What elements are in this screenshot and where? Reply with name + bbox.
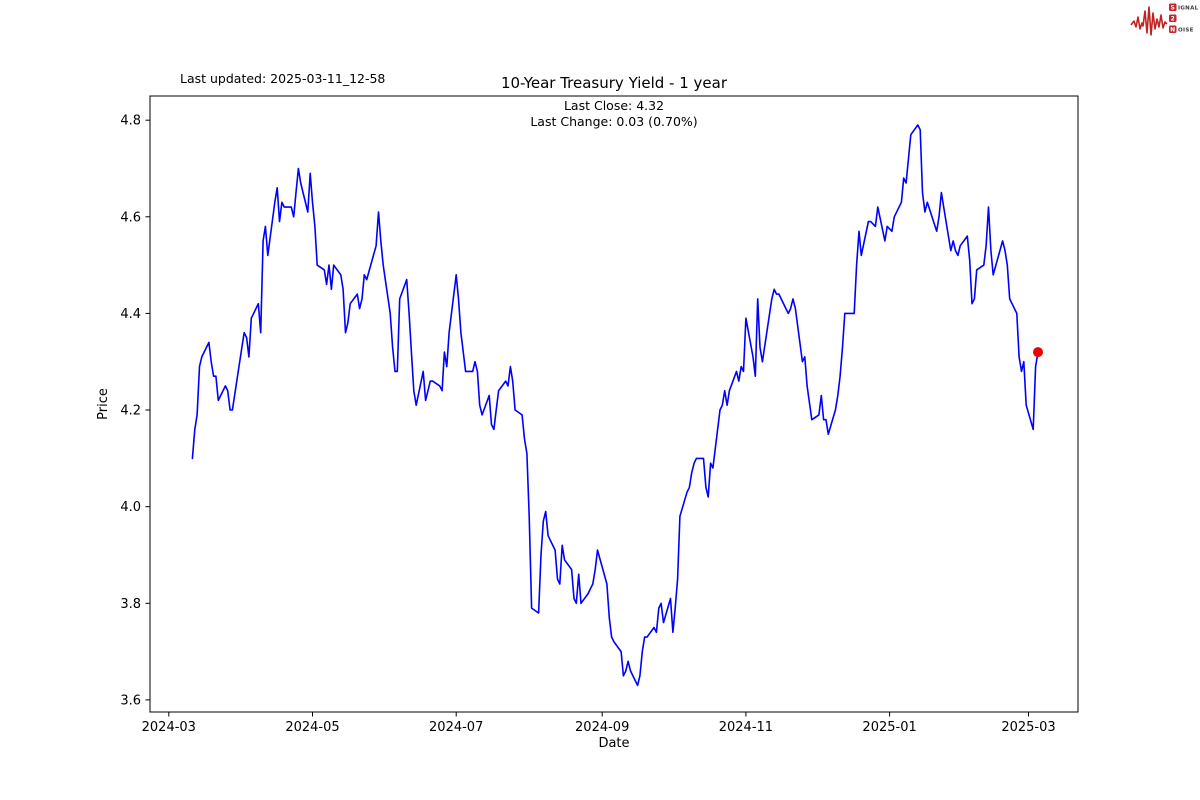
y-tick-label: 4.4 [120, 307, 141, 322]
logo-box-s [1169, 3, 1177, 11]
last-close-marker [1033, 347, 1043, 358]
waveform-icon [1130, 6, 1168, 36]
y-tick-label: 4.0 [120, 500, 141, 515]
x-axis-ticks: 2024-03 2024-05 2024-07 2024-09 2024-11 2025-… [142, 712, 1056, 735]
x-axis-title: Date [598, 736, 629, 751]
logo-letter-2: 2 [1171, 16, 1175, 23]
y-axis-title: Price [96, 388, 111, 420]
logo-box-n [1169, 25, 1177, 33]
chart-subtitle-last-close: Last Close: 4.32 [564, 98, 664, 113]
x-tick-label: 2025-01 [862, 720, 916, 735]
x-tick-label: 2024-05 [285, 720, 339, 735]
x-tick-label: 2024-07 [429, 720, 483, 735]
y-tick-label: 4.2 [120, 404, 141, 419]
logo: S IGNAL 2 N OISE [1130, 3, 1199, 36]
x-tick-label: 2025-03 [1001, 720, 1055, 735]
yield-line-series [191, 124, 1039, 687]
y-tick-label: 3.8 [120, 597, 141, 612]
chart-subtitle-last-change: Last Change: 0.03 (0.70%) [530, 114, 697, 129]
x-tick-label: 2024-09 [575, 720, 629, 735]
last-updated-label: Last updated: 2025-03-11_12-58 [180, 71, 385, 86]
logo-letter-n: N [1170, 27, 1175, 34]
x-tick-label: 2024-11 [719, 720, 773, 735]
logo-letter-s: S [1171, 5, 1175, 12]
logo-word-oise: OISE [1178, 28, 1194, 34]
logo-word-ignal: IGNAL [1178, 6, 1199, 12]
y-tick-label: 3.6 [120, 693, 141, 708]
plot-area [149, 95, 1079, 713]
y-axis-ticks: 3.6 3.8 4.0 4.2 4.4 4.6 4.8 [120, 114, 150, 708]
x-tick-label: 2024-03 [142, 720, 196, 735]
logo-box-2 [1169, 14, 1177, 22]
y-tick-label: 4.6 [120, 210, 141, 225]
y-tick-label: 4.8 [120, 114, 141, 129]
chart-title: 10-Year Treasury Yield - 1 year [501, 74, 728, 92]
